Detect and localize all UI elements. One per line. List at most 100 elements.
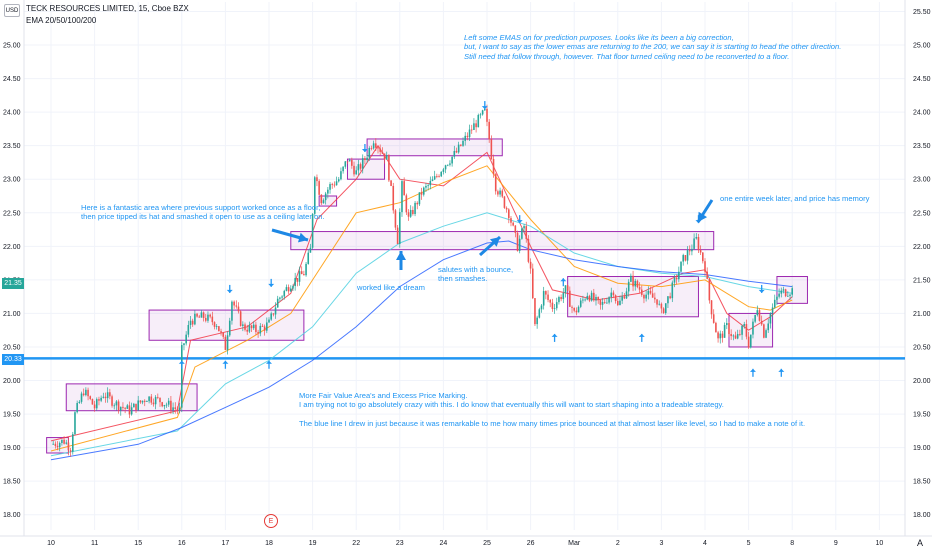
time-axis-label: 10 [876,540,884,547]
candle-body [80,393,83,402]
salutes-note: salutes with a bounce, then smashes. [438,265,514,284]
candle-body [165,404,168,406]
indicator-label[interactable]: EMA 20/50/100/200 [26,16,97,25]
left-price-axis[interactable]: 18.0018.5019.0019.5020.0020.5021.0021.50… [3,43,21,520]
candle-body [69,450,72,452]
candle-body [784,289,787,297]
candle-body [183,343,185,346]
candle-body [122,406,124,408]
candle-body [749,334,752,348]
candle-body [361,158,364,169]
candle-body [316,177,318,182]
arrow-down-head-icon [758,289,765,293]
symbol-title[interactable]: TECK RESOURCES LIMITED, 15, Cboe BZX [26,4,189,13]
left-axis-tick-label: 21.00 [3,311,21,318]
ema-line-3 [50,212,793,457]
candle-body [778,293,780,297]
left-axis-tick-label: 22.50 [3,210,21,217]
candle-body [340,171,342,180]
arrow-down-head-icon [268,283,275,287]
candle-body [745,324,748,337]
time-axis-label: 23 [396,540,404,547]
candle-body [170,400,172,411]
candle-body [529,261,532,269]
candle-body [272,313,275,315]
candle-body [667,296,669,304]
time-axis-label: 22 [352,540,360,547]
candle-body [87,389,89,397]
candle-body [290,288,292,292]
left-axis-tick-label: 19.50 [3,412,21,419]
candle-body [359,164,362,169]
right-axis-tick-label: 23.00 [913,177,931,184]
candle-body [303,274,305,276]
candle-body [789,294,791,296]
candle-body [752,321,754,335]
candle-body [218,326,220,332]
candle-body [72,434,74,452]
arrow-down-head-icon [361,149,368,153]
candle-body [669,296,671,299]
candle-body [601,301,604,305]
arrow-up-head-icon [266,360,272,364]
candle-body [401,181,403,213]
candle-body [185,334,187,344]
candle-body [579,300,582,307]
right-axis-tick-label: 21.50 [913,277,931,284]
right-axis-tick-label: 24.00 [913,110,931,117]
candle-body [599,300,602,305]
tradingview-logo-icon[interactable]: A [917,538,924,548]
candle-body [503,196,506,208]
candle-body [734,335,737,339]
candle-body [390,180,392,186]
arrow-down-head-icon [481,106,488,110]
left-axis-tick-label: 24.00 [3,110,21,117]
candle-body [274,307,277,315]
candle-body [85,389,87,396]
candle-body [436,176,438,177]
candle-body [577,306,580,313]
candle-body [405,195,408,213]
candle-body [593,292,595,301]
time-axis-label: 26 [527,540,535,547]
candle-body [287,287,290,292]
candle-body [198,316,201,318]
candle-body [414,202,416,215]
candle-body [329,184,331,190]
candle-body [545,291,547,295]
earnings-badge[interactable]: E [264,514,278,528]
candle-body [396,227,399,244]
candle-body [564,285,567,294]
candle-body [403,181,405,196]
right-price-axis[interactable]: 18.00 18.50 19.00 19.50 20.00 20.50 21.00 21.50… [913,9,931,519]
candle-body [215,326,218,327]
candle-body [152,402,155,405]
candle-body [486,108,488,122]
candle-body [255,324,257,332]
candle-body [566,285,569,291]
candle-body [159,397,161,403]
candle-body [200,312,203,318]
candle-body [466,135,469,138]
candle-body [259,325,262,334]
candle-body [671,282,674,299]
currency-button[interactable]: USD [4,4,20,17]
candle-body [244,324,246,330]
candle-body [608,297,610,303]
time-axis-label: 17 [222,540,230,547]
candle-body [586,295,589,300]
candle-body [189,320,192,325]
candle-body [300,271,303,275]
candle-body [67,442,70,451]
candle-body [377,147,379,149]
candle-body [560,297,562,300]
arrow-down-head-icon [226,289,233,293]
candle-body [355,170,357,175]
candle-body [684,255,687,261]
candle-body [204,317,207,321]
candle-body [708,278,711,301]
time-axis[interactable]: 10 11 15 16 17 18 19 22 23 24 25 26 Mar 2 3 4 5 8 9 10 [47,540,883,547]
candle-body [457,144,460,153]
